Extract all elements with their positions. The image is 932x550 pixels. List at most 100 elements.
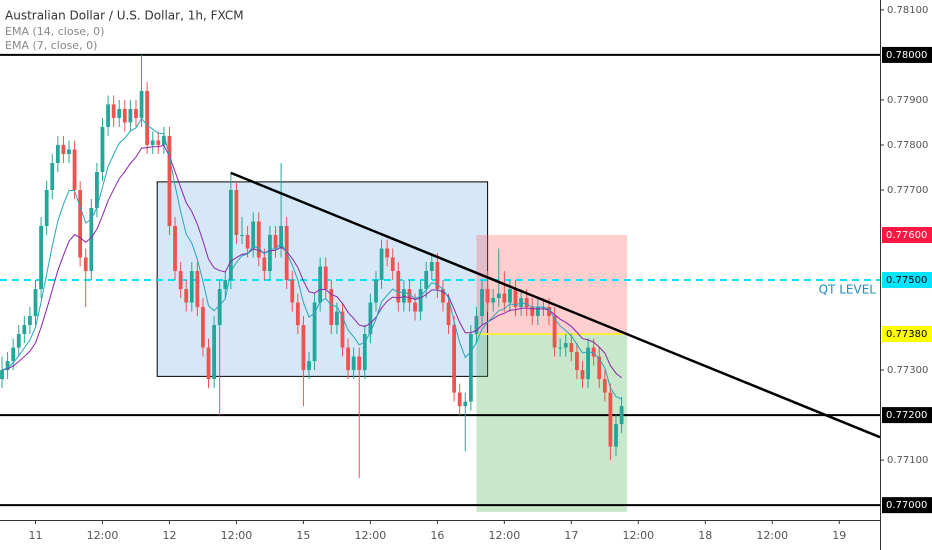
candle-body [429,262,434,272]
price-badge [882,46,932,63]
candle-body [28,316,32,326]
candle-body [385,248,390,258]
candle-body [78,189,83,258]
candle-body [513,289,518,308]
target-zone [476,334,628,512]
candle-body [245,235,250,249]
candle-body [575,352,579,371]
candle-body [262,257,267,272]
candle-body [234,189,239,236]
candle-body [485,289,490,303]
candle-body [106,104,110,127]
candle-body [89,208,94,272]
candle-body [295,302,300,326]
trend-line [230,171,881,439]
candle-body [139,90,144,118]
candle-body [552,316,557,348]
candle-body [273,235,278,249]
candle-body [279,226,283,249]
candle-body [368,302,373,335]
candle-body [457,392,462,407]
candle-body [44,189,49,227]
candle-body [602,379,607,393]
candle-body [111,104,116,118]
candle-body [178,271,183,290]
candle-body [547,307,551,317]
x-tick-label: 12:00 [622,529,654,542]
candle-body [563,343,568,348]
candle-body [418,289,423,312]
price-badge-label: 0.77600 [886,230,927,241]
candle-body [22,325,27,335]
candle-body [524,298,529,308]
x-tick-label: 12 [162,529,176,542]
candle-body [312,302,317,362]
ema-line [1,117,622,400]
y-tick-label: 0.77300 [887,365,928,376]
candle-body [374,280,378,303]
candle-body [396,271,401,303]
candle-body [558,347,563,349]
candle-body [323,266,328,290]
price-badge [882,326,932,343]
chart-title: Australian Dollar / U.S. Dollar, 1h, FXC… [5,9,244,23]
candle-body [435,262,440,290]
candle-body [468,334,473,402]
x-tick-label: 17 [564,529,578,542]
candle-body [580,370,585,380]
candle-body [117,108,122,118]
candle-body [340,311,345,348]
candle-body [346,347,350,371]
candle-body [351,356,356,371]
candle-body [167,135,172,227]
candle-body [335,311,339,326]
plot-area: QT LEVEL [0,53,881,512]
candle-body [240,235,244,237]
candle-body [614,424,618,447]
candle-body [586,347,590,380]
candle-body [318,266,323,303]
candle-body [228,189,233,281]
candle-body [268,235,272,272]
legend-entry: EMA (14, close, 0) [5,25,104,38]
x-tick-label: 12:00 [221,529,253,542]
price-badge-label: 0.77200 [886,410,927,421]
candle-body [94,171,99,208]
x-tick-label: 12:00 [756,529,788,542]
candle-body [597,356,602,380]
candle-body [33,289,38,317]
candle-body [212,325,217,380]
candle-body [357,356,362,371]
candle-body [61,144,66,154]
candle-body [189,271,194,303]
candle-body [329,289,334,326]
candle-body [530,307,535,317]
candle-body [39,226,43,290]
x-tick-label: 19 [832,529,846,542]
price-badge-label: 0.77380 [886,329,927,340]
candle-body [413,302,417,312]
price-badge-label: 0.77500 [886,275,927,286]
candle-body [184,289,189,303]
candle-body [223,280,228,290]
candle-body [608,392,613,447]
x-tick-label: 12:00 [355,529,387,542]
candle-body [491,298,496,303]
candle-body [0,370,4,380]
candle-body [362,334,367,371]
candle-body [161,135,166,145]
y-tick-label: 0.78100 [887,5,928,16]
candle-body [441,289,445,303]
candle-body [100,126,105,172]
y-tick-label: 0.77700 [887,185,928,196]
candle-body [83,257,88,272]
price-badge [882,407,932,424]
candle-body [307,361,311,371]
ema-line [1,144,622,379]
candle-body [128,108,133,123]
candle-body [463,401,468,407]
candle-body [256,221,261,258]
candle-body [480,289,484,317]
